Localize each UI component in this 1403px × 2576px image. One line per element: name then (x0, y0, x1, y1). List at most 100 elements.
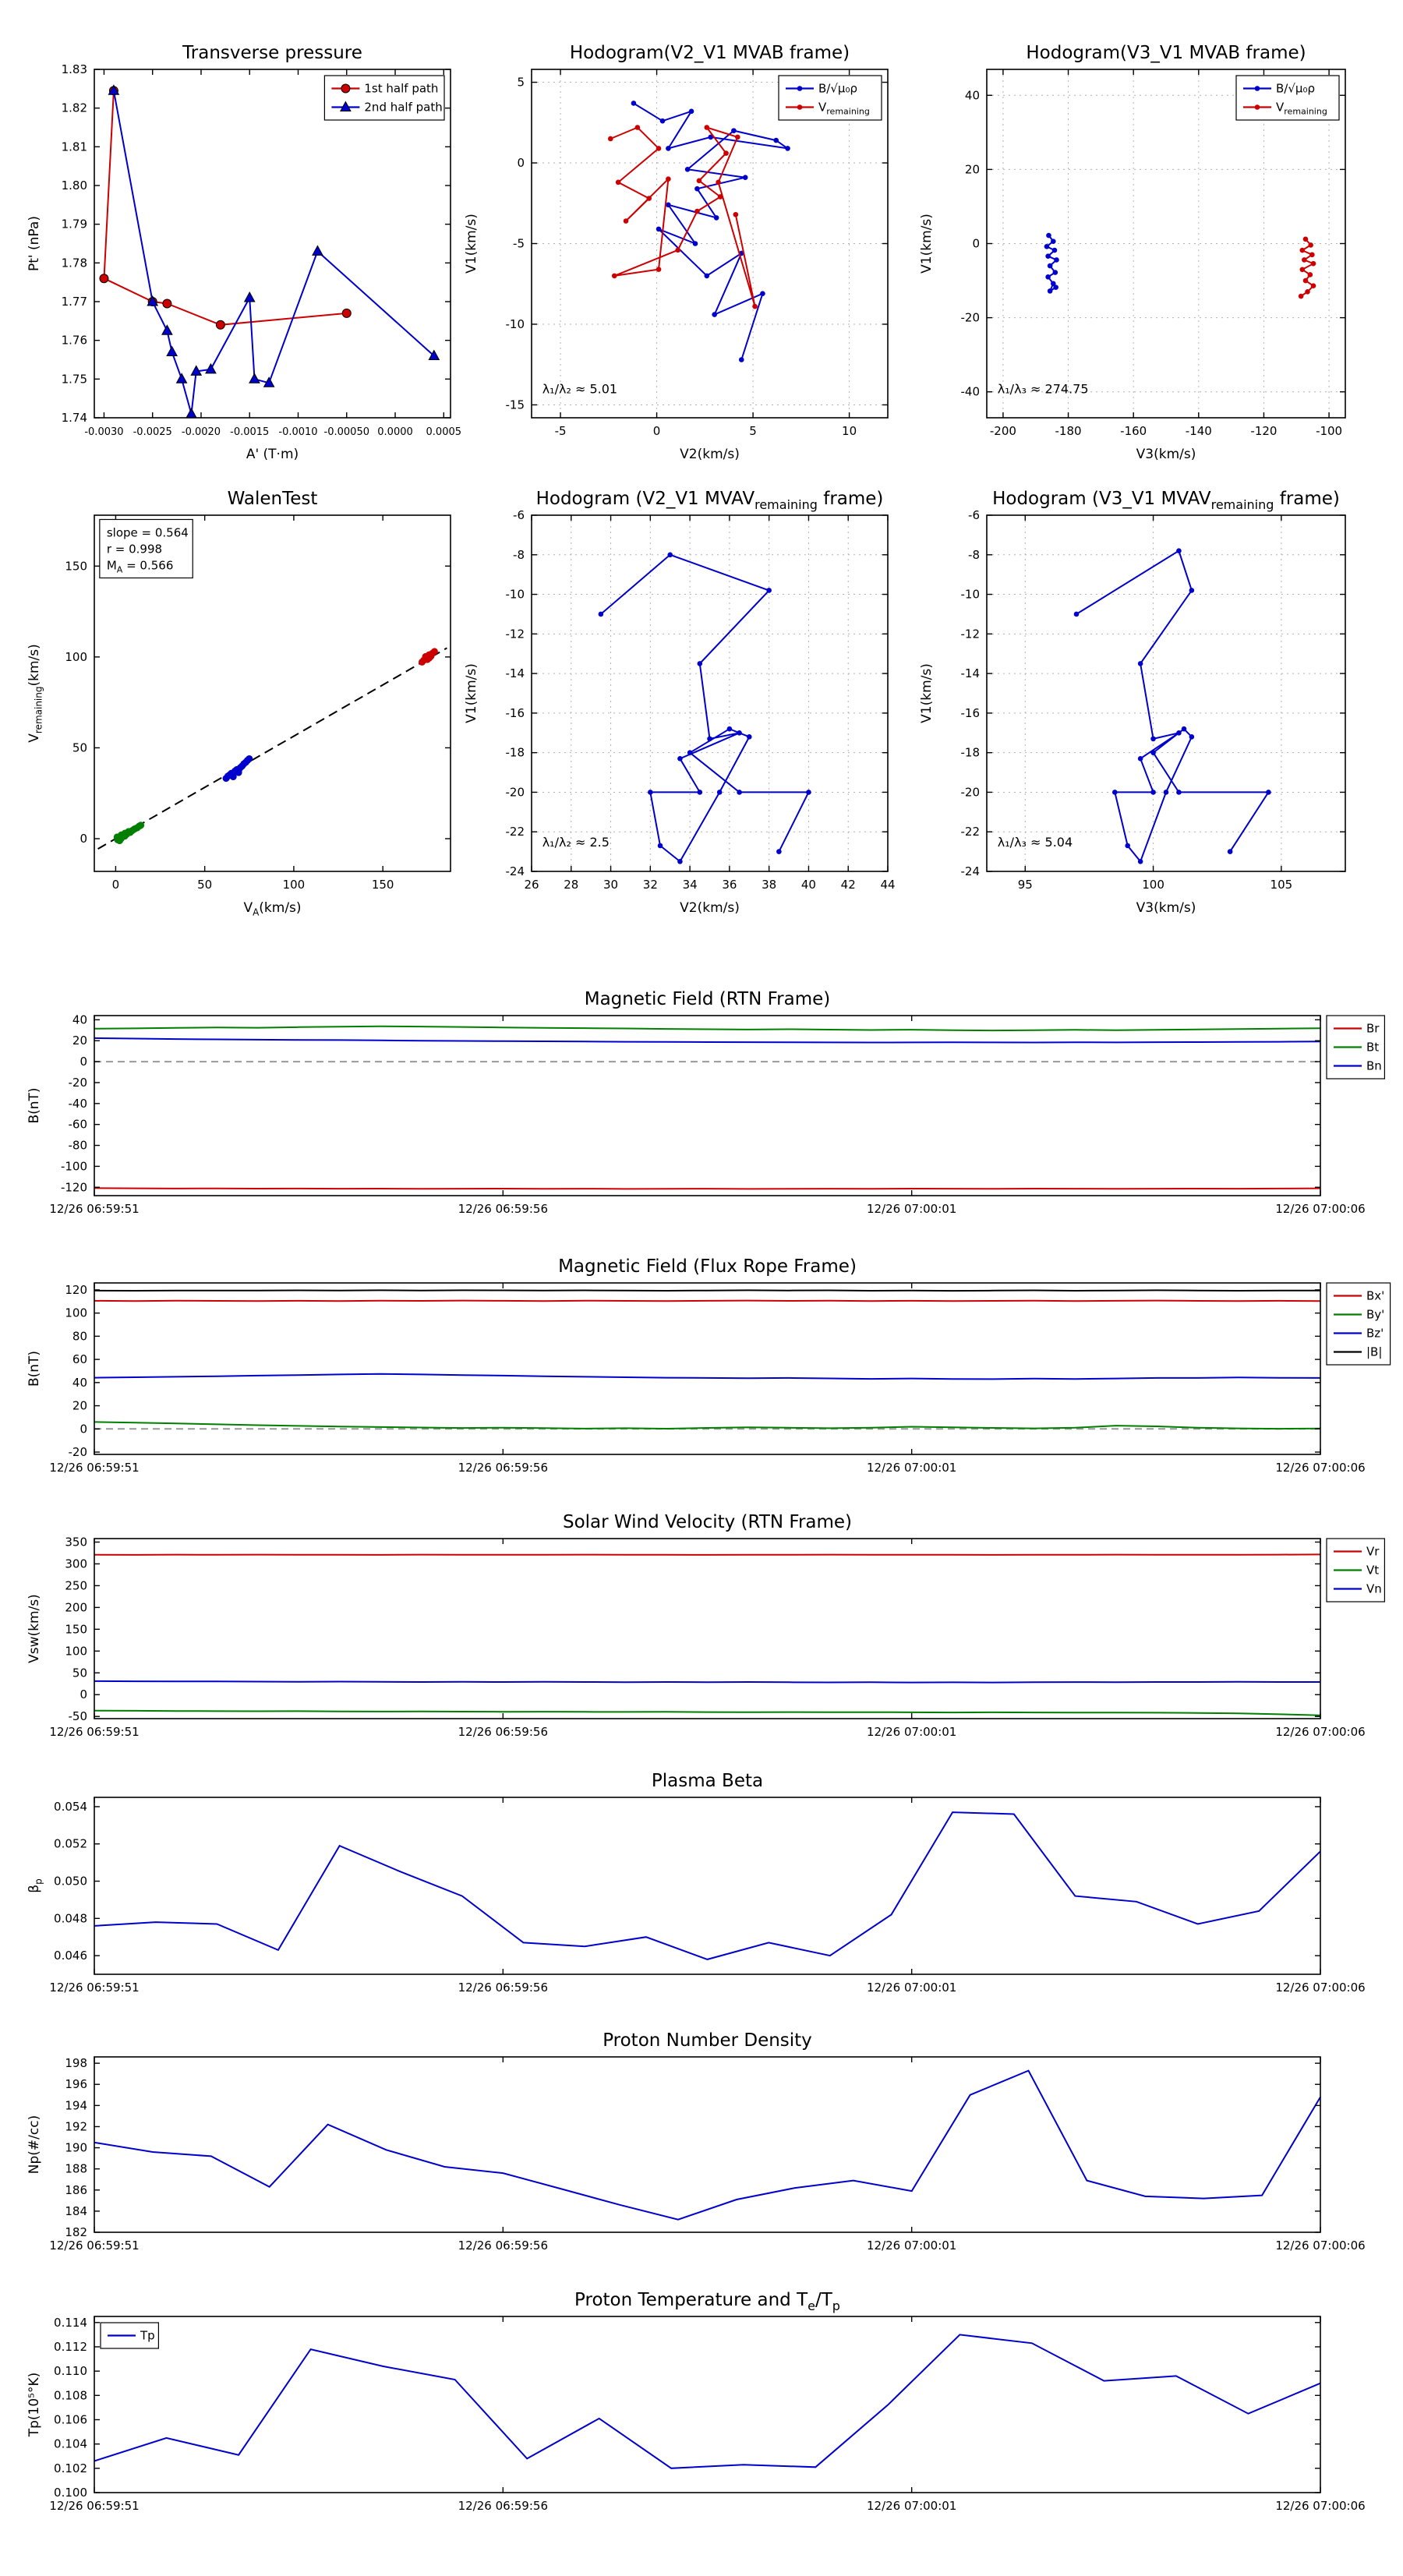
x-ticks: -0.0030 -0.0025 -0.0020 -0.0015 -0.0010 -0.00… (84, 69, 461, 438)
marker-dot (737, 730, 742, 736)
annotation: slope = 0.564 r = 0.998 MA = 0.566 (99, 518, 193, 579)
y-tick-label: 1.79 (62, 217, 87, 231)
y-tick-label: 182 (65, 2225, 87, 2239)
axes-frame (94, 1015, 1321, 1196)
legend-label: Vr (1366, 1545, 1380, 1559)
y-tick-label: 0.048 (54, 1911, 87, 1925)
marker-dot (1254, 104, 1260, 110)
y-ticks: 182 184 186 188 190 192 194 196 198 (65, 2056, 1320, 2239)
y-tick-label: 1.76 (62, 334, 87, 348)
x-tick-label: 12/26 07:00:01 (867, 1725, 956, 1739)
y-tick-label: -50 (69, 1709, 88, 1723)
x-tick-label: -5 (555, 424, 567, 438)
marker-dot (598, 611, 604, 617)
marker-dot (1111, 790, 1118, 795)
marker-dot (1189, 734, 1195, 740)
marker-dot (708, 134, 714, 140)
axes-frame (94, 2316, 1321, 2493)
marker-dot (1150, 790, 1156, 795)
axes-frame (94, 1538, 1321, 1719)
chart-proton_density: 12/26 06:59:51 12/26 06:59:56 12/26 07:00:… (27, 2030, 1366, 2253)
y-tick-label: 60 (72, 1352, 87, 1366)
marker-dot (1163, 790, 1169, 795)
x-tick-label: 0 (653, 424, 661, 438)
annotation: λ₁/λ₂ ≈ 2.5 (542, 835, 610, 850)
x-tick-label: 30 (603, 878, 618, 892)
x-axis-label: A' (T·m) (246, 447, 299, 462)
legend-label: Br (1366, 1022, 1380, 1036)
gridlines (532, 69, 888, 418)
marker-dot (657, 843, 663, 849)
y-tick-label: 0.108 (54, 2388, 87, 2402)
y-tick-label: -22 (506, 825, 525, 839)
y-tick-label: 150 (65, 1622, 87, 1636)
marker-dot (615, 179, 621, 186)
legend: Vr Vt Vn (1326, 1538, 1386, 1602)
x-axis-label: VA(km/s) (243, 900, 301, 917)
x-tick-label: 0.0005 (426, 426, 462, 438)
x-tick-label: 12/26 07:00:01 (867, 1981, 956, 1995)
y-tick-label: 0.100 (54, 2486, 87, 2500)
marker-dot (656, 226, 662, 232)
axes-frame (986, 514, 1346, 872)
x-tick-label: 12/26 07:00:06 (1275, 2239, 1365, 2253)
series-Vn (94, 1680, 1320, 1684)
marker-dot (704, 273, 710, 279)
marker-dot (235, 769, 242, 776)
y-tick-label: -80 (69, 1139, 88, 1153)
marker-circle (341, 308, 352, 318)
x-tick-label: 12/26 06:59:51 (49, 2499, 139, 2513)
x-tick-label: 12/26 07:00:06 (1275, 2499, 1365, 2513)
legend-label: Tp (140, 2329, 155, 2343)
marker-dot (1299, 267, 1306, 273)
marker-dot (773, 137, 779, 143)
y-tick-label: -12 (506, 627, 525, 641)
marker-dot (1227, 849, 1233, 854)
legend-box (1235, 75, 1340, 121)
x-tick-label: -140 (1186, 424, 1212, 438)
x-tick-label: -0.0010 (278, 426, 317, 438)
y-tick-label: -100 (61, 1159, 87, 1173)
y-tick-label: 190 (65, 2141, 87, 2155)
legend-label: Bz' (1366, 1327, 1384, 1341)
y-tick-label: 250 (65, 1578, 87, 1592)
marker-dot (1176, 730, 1182, 736)
y-axis-label: V1(km/s) (919, 663, 935, 723)
y-tick-label: 0.046 (54, 1949, 87, 1963)
y-tick-label: 1.82 (62, 101, 87, 115)
marker-dot (677, 859, 683, 864)
marker-dot (1047, 288, 1053, 294)
y-ticks: 1.74 1.75 1.76 1.77 1.78 1.79 1.80 1.81 1.82 1.83 (62, 62, 451, 425)
y-tick-label: -10 (506, 317, 525, 331)
series-Bx' (94, 1299, 1321, 1302)
marker-dot (1047, 263, 1053, 269)
marker-dot (1189, 588, 1195, 593)
marker-dot (656, 146, 662, 151)
y-axis-label: Tp(10⁵°K) (27, 2373, 42, 2438)
x-axis-label: V2(km/s) (680, 900, 740, 916)
marker-dot (766, 588, 772, 593)
x-ticks: 26 28 30 32 34 36 38 40 42 44 (524, 515, 896, 892)
series-Vr (94, 1553, 1321, 1556)
y-tick-label: 0.054 (54, 1800, 87, 1814)
legend-label: Vn (1366, 1582, 1382, 1596)
y-ticks: -40 -20 0 20 40 (961, 88, 1345, 399)
marker-circle (99, 274, 109, 284)
marker-dot (666, 146, 671, 151)
y-tick-label: -6 (968, 508, 980, 522)
marker-circle (215, 320, 225, 330)
y-tick-label: 20 (72, 1034, 87, 1048)
gridlines (987, 69, 1345, 418)
y-tick-label: 0.050 (54, 1875, 87, 1889)
legend: 1st half path 2nd half path (323, 75, 445, 121)
y-tick-label: 1.75 (62, 372, 87, 386)
series-Br (94, 1187, 1321, 1190)
chart-title: WalenTest (228, 489, 318, 509)
x-tick-label: 12/26 06:59:56 (458, 2499, 548, 2513)
series-Np (94, 2069, 1321, 2221)
y-tick-label: 100 (65, 650, 87, 664)
chart-title: Proton Temperature and Te/Tp (574, 2290, 840, 2313)
legend-label: |B| (1366, 1345, 1382, 1359)
legend-box (323, 75, 445, 121)
y-tick-label: -8 (513, 548, 525, 562)
